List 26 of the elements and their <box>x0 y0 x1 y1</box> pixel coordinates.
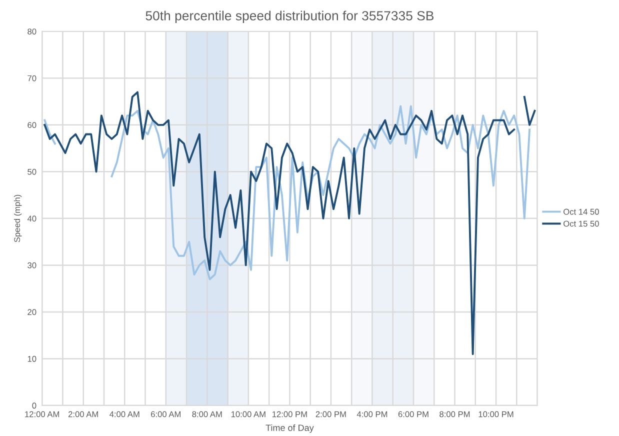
x-tick-label: 8:00 AM <box>192 411 222 418</box>
y-tick-label: 80 <box>28 28 36 34</box>
x-tick-label: 2:00 AM <box>68 411 98 418</box>
y-tick-label: 70 <box>28 75 36 82</box>
x-tick-label: 12:00 AM <box>25 411 60 418</box>
y-tick-label: 60 <box>28 122 36 128</box>
x-axis-title: Time of Day <box>266 424 314 433</box>
y-tick-label: 0 <box>32 402 36 409</box>
x-tick-label: 4:00 PM <box>356 411 388 418</box>
x-tick-label: 6:00 AM <box>151 411 180 418</box>
legend-label: Oct 14 50 <box>564 208 599 215</box>
y-tick-label: 20 <box>28 309 36 316</box>
x-tick-label: 10:00 AM <box>231 411 266 418</box>
x-tick-label: 6:00 PM <box>398 411 428 418</box>
x-tick-label: 8:00 PM <box>440 411 470 418</box>
x-tick-label: 12:00 PM <box>272 411 307 418</box>
y-tick-label: 50 <box>28 168 36 175</box>
y-tick-label: 10 <box>28 356 36 362</box>
x-tick-label: 2:00 PM <box>316 411 346 418</box>
chart-title: 50th percentile speed distribution for 3557335 SB <box>146 10 434 24</box>
x-tick-label: 10:00 PM <box>478 411 514 418</box>
legend-label: Oct 15 50 <box>564 220 599 227</box>
x-tick-label: 4:00 AM <box>110 411 140 418</box>
y-tick-label: 40 <box>27 216 36 222</box>
y-axis-title: Speed (mph) <box>14 194 22 242</box>
y-tick-label: 30 <box>28 262 36 268</box>
